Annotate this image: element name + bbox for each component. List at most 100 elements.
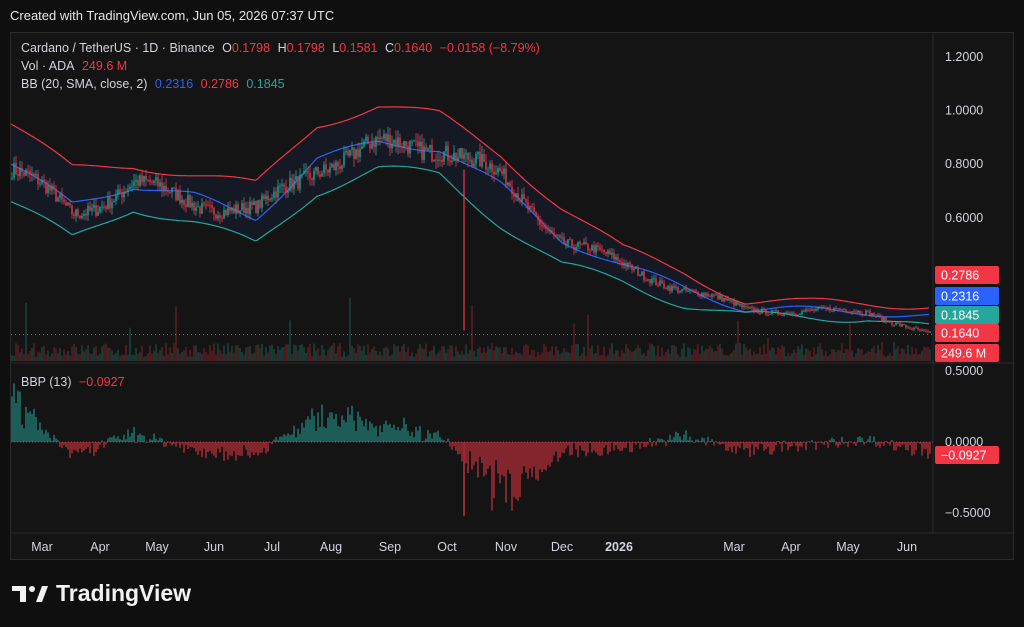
bbp-bar [619, 442, 621, 451]
bbp-bar [649, 438, 651, 442]
tradingview-logo[interactable]: TradingView [12, 580, 191, 607]
volume-bar [899, 354, 901, 361]
volume-bar [319, 355, 321, 361]
candle-body [907, 327, 909, 329]
bbp-bar [489, 442, 491, 466]
volume-bar [341, 356, 343, 361]
bbp-bar [589, 442, 591, 444]
volume-bar [537, 351, 539, 361]
close-price-tag-text: 0.1640 [941, 327, 979, 341]
candle-body [905, 324, 907, 328]
volume-bar [543, 343, 545, 361]
bb-lower-tag-box [935, 306, 999, 324]
bbp-bar [533, 442, 535, 467]
candle-body [783, 313, 785, 316]
bbp-bar [459, 442, 461, 454]
bbp-bar [573, 442, 575, 444]
volume-bar [725, 354, 727, 361]
volume-legend[interactable]: Vol · ADA 249.6 M [21, 59, 131, 73]
volume-bar [753, 351, 755, 361]
volume-bar [385, 346, 387, 361]
bbp-bar [643, 442, 645, 447]
time-axis-label: Jul [264, 540, 280, 554]
volume-bar [335, 353, 337, 361]
volume-bar [591, 345, 593, 361]
bbp-bar [653, 440, 655, 442]
bbp-bar [645, 442, 647, 448]
bbp-legend[interactable]: BBP (13) −0.0927 [21, 375, 129, 389]
bbp-bar [233, 442, 235, 452]
volume-bar [333, 343, 335, 361]
volume-bar [169, 347, 171, 361]
chart-pane[interactable]: 1.20001.00000.80000.60000.40000.50000.00… [10, 32, 1015, 561]
candle-body [925, 330, 927, 332]
volume-bar [825, 351, 827, 361]
symbol-name[interactable]: Cardano / TetherUS · 1D · Binance [21, 41, 215, 55]
candle-body [299, 174, 301, 189]
symbol-legend[interactable]: Cardano / TetherUS · 1D · Binance O0.179… [21, 41, 544, 55]
candle-body [445, 145, 447, 152]
candle-body [533, 207, 535, 212]
volume-bar [663, 355, 665, 361]
bbp-bar [811, 440, 813, 442]
volume-bar [259, 348, 261, 361]
volume-bar [331, 345, 333, 361]
volume-bar [757, 353, 759, 361]
candle-body [849, 312, 851, 314]
bbp-bar [845, 441, 847, 443]
bb-legend[interactable]: BB (20, SMA, close, 2) 0.2316 0.2786 0.1… [21, 77, 289, 91]
candle-body [461, 148, 463, 159]
bbp-bar [835, 442, 837, 446]
bbp-bar [681, 439, 683, 442]
bbp-bar [231, 442, 233, 457]
candle-body [467, 152, 469, 160]
bbp-bar [669, 434, 671, 442]
candle-body [343, 152, 345, 166]
volume-bar [277, 346, 279, 361]
volume-bar [903, 349, 905, 361]
volume-bar [695, 349, 697, 361]
bbp-bar [547, 442, 549, 465]
candle-body [589, 250, 591, 252]
bbp-bar [279, 436, 281, 442]
candle-body [215, 214, 217, 219]
volume-bar [429, 351, 431, 361]
candle-body [687, 290, 689, 292]
bbp-bar [467, 442, 469, 474]
bbp-axis-tick: −0.5000 [945, 506, 991, 520]
bbp-bar [851, 442, 853, 443]
candle-body [471, 159, 473, 167]
volume-bar [533, 350, 535, 361]
bbp-bar [493, 442, 495, 499]
volume-bar [869, 351, 871, 361]
bbp-bar [457, 442, 459, 455]
candle-body [73, 214, 75, 217]
bbp-bar [691, 440, 693, 442]
candle-body [183, 199, 185, 205]
volume-bar [123, 355, 125, 361]
bbp-bar [227, 442, 229, 460]
bbp-bar [789, 442, 791, 447]
volume-bar [831, 349, 833, 361]
candle-body [735, 301, 737, 306]
bbp-bar [709, 441, 711, 443]
bbp-bar [371, 423, 373, 442]
candle-body [507, 182, 509, 186]
candle-body [193, 202, 195, 211]
bbp-bar [511, 442, 513, 511]
candle-body [419, 141, 421, 147]
volume-bar [61, 355, 63, 361]
candle-body [753, 307, 755, 313]
candle-body [611, 252, 613, 255]
candle-body [755, 309, 757, 313]
chart-canvas[interactable]: 1.20001.00000.80000.60000.40000.50000.00… [11, 33, 1015, 561]
volume-bar [91, 354, 93, 361]
volume-bar [571, 344, 573, 361]
candle-body [837, 308, 839, 310]
volume-bar [183, 350, 185, 361]
volume-bar [867, 351, 869, 361]
bbp-bar [905, 442, 907, 451]
bbp-bar [449, 442, 451, 447]
bbp-bar [487, 442, 489, 469]
bbp-bar [479, 442, 481, 457]
